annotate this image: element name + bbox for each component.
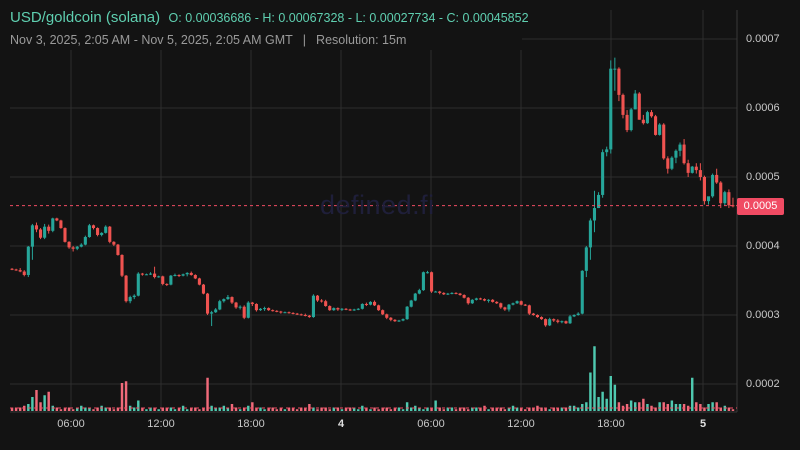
volume-bars xyxy=(10,346,735,411)
separator: | xyxy=(302,33,307,47)
x-tick-label: 4 xyxy=(337,418,345,430)
grid-lines xyxy=(10,10,738,413)
y-tick-label: 0.0006 xyxy=(746,102,780,114)
x-tick-label: 06:00 xyxy=(417,418,445,430)
y-tick-label: 0.0003 xyxy=(746,309,780,321)
candlesticks xyxy=(10,57,735,327)
x-tick-label: 18:00 xyxy=(597,418,625,430)
x-tick-label: 18:00 xyxy=(237,418,265,430)
ohlc-values: O: 0.00036686 - H: 0.00067328 - L: 0.000… xyxy=(168,11,529,25)
x-tick-label: 12:00 xyxy=(147,418,175,430)
pair-title: USD/goldcoin (solana) xyxy=(10,9,161,26)
y-tick-label: 0.0005 xyxy=(746,171,780,183)
resolution-label: Resolution: 15m xyxy=(316,33,407,47)
x-tick-label: 06:00 xyxy=(57,418,85,430)
y-tick-label: 0.0007 xyxy=(746,33,780,45)
watermark: defined.fi xyxy=(320,190,435,220)
date-range: Nov 3, 2025, 2:05 AM - Nov 5, 2025, 2:05… xyxy=(10,33,293,47)
chart-subheader: Nov 3, 2025, 2:05 AM - Nov 5, 2025, 2:05… xyxy=(10,33,406,47)
chart-header: USD/goldcoin (solana) O: 0.00036686 - H:… xyxy=(10,9,529,27)
y-tick-label: 0.0004 xyxy=(746,240,780,252)
x-tick-label: 12:00 xyxy=(507,418,535,430)
current-price-tag: 0.0005 xyxy=(737,198,784,215)
x-tick-label: 5 xyxy=(699,418,707,430)
y-tick-label: 0.0002 xyxy=(746,378,780,390)
